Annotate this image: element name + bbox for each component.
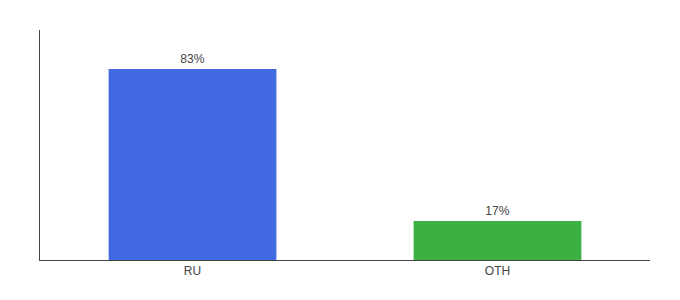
svg-text:17%: 17%: [485, 204, 509, 218]
svg-text:OTH: OTH: [485, 264, 510, 278]
svg-text:RU: RU: [184, 264, 201, 278]
svg-text:83%: 83%: [180, 52, 204, 66]
